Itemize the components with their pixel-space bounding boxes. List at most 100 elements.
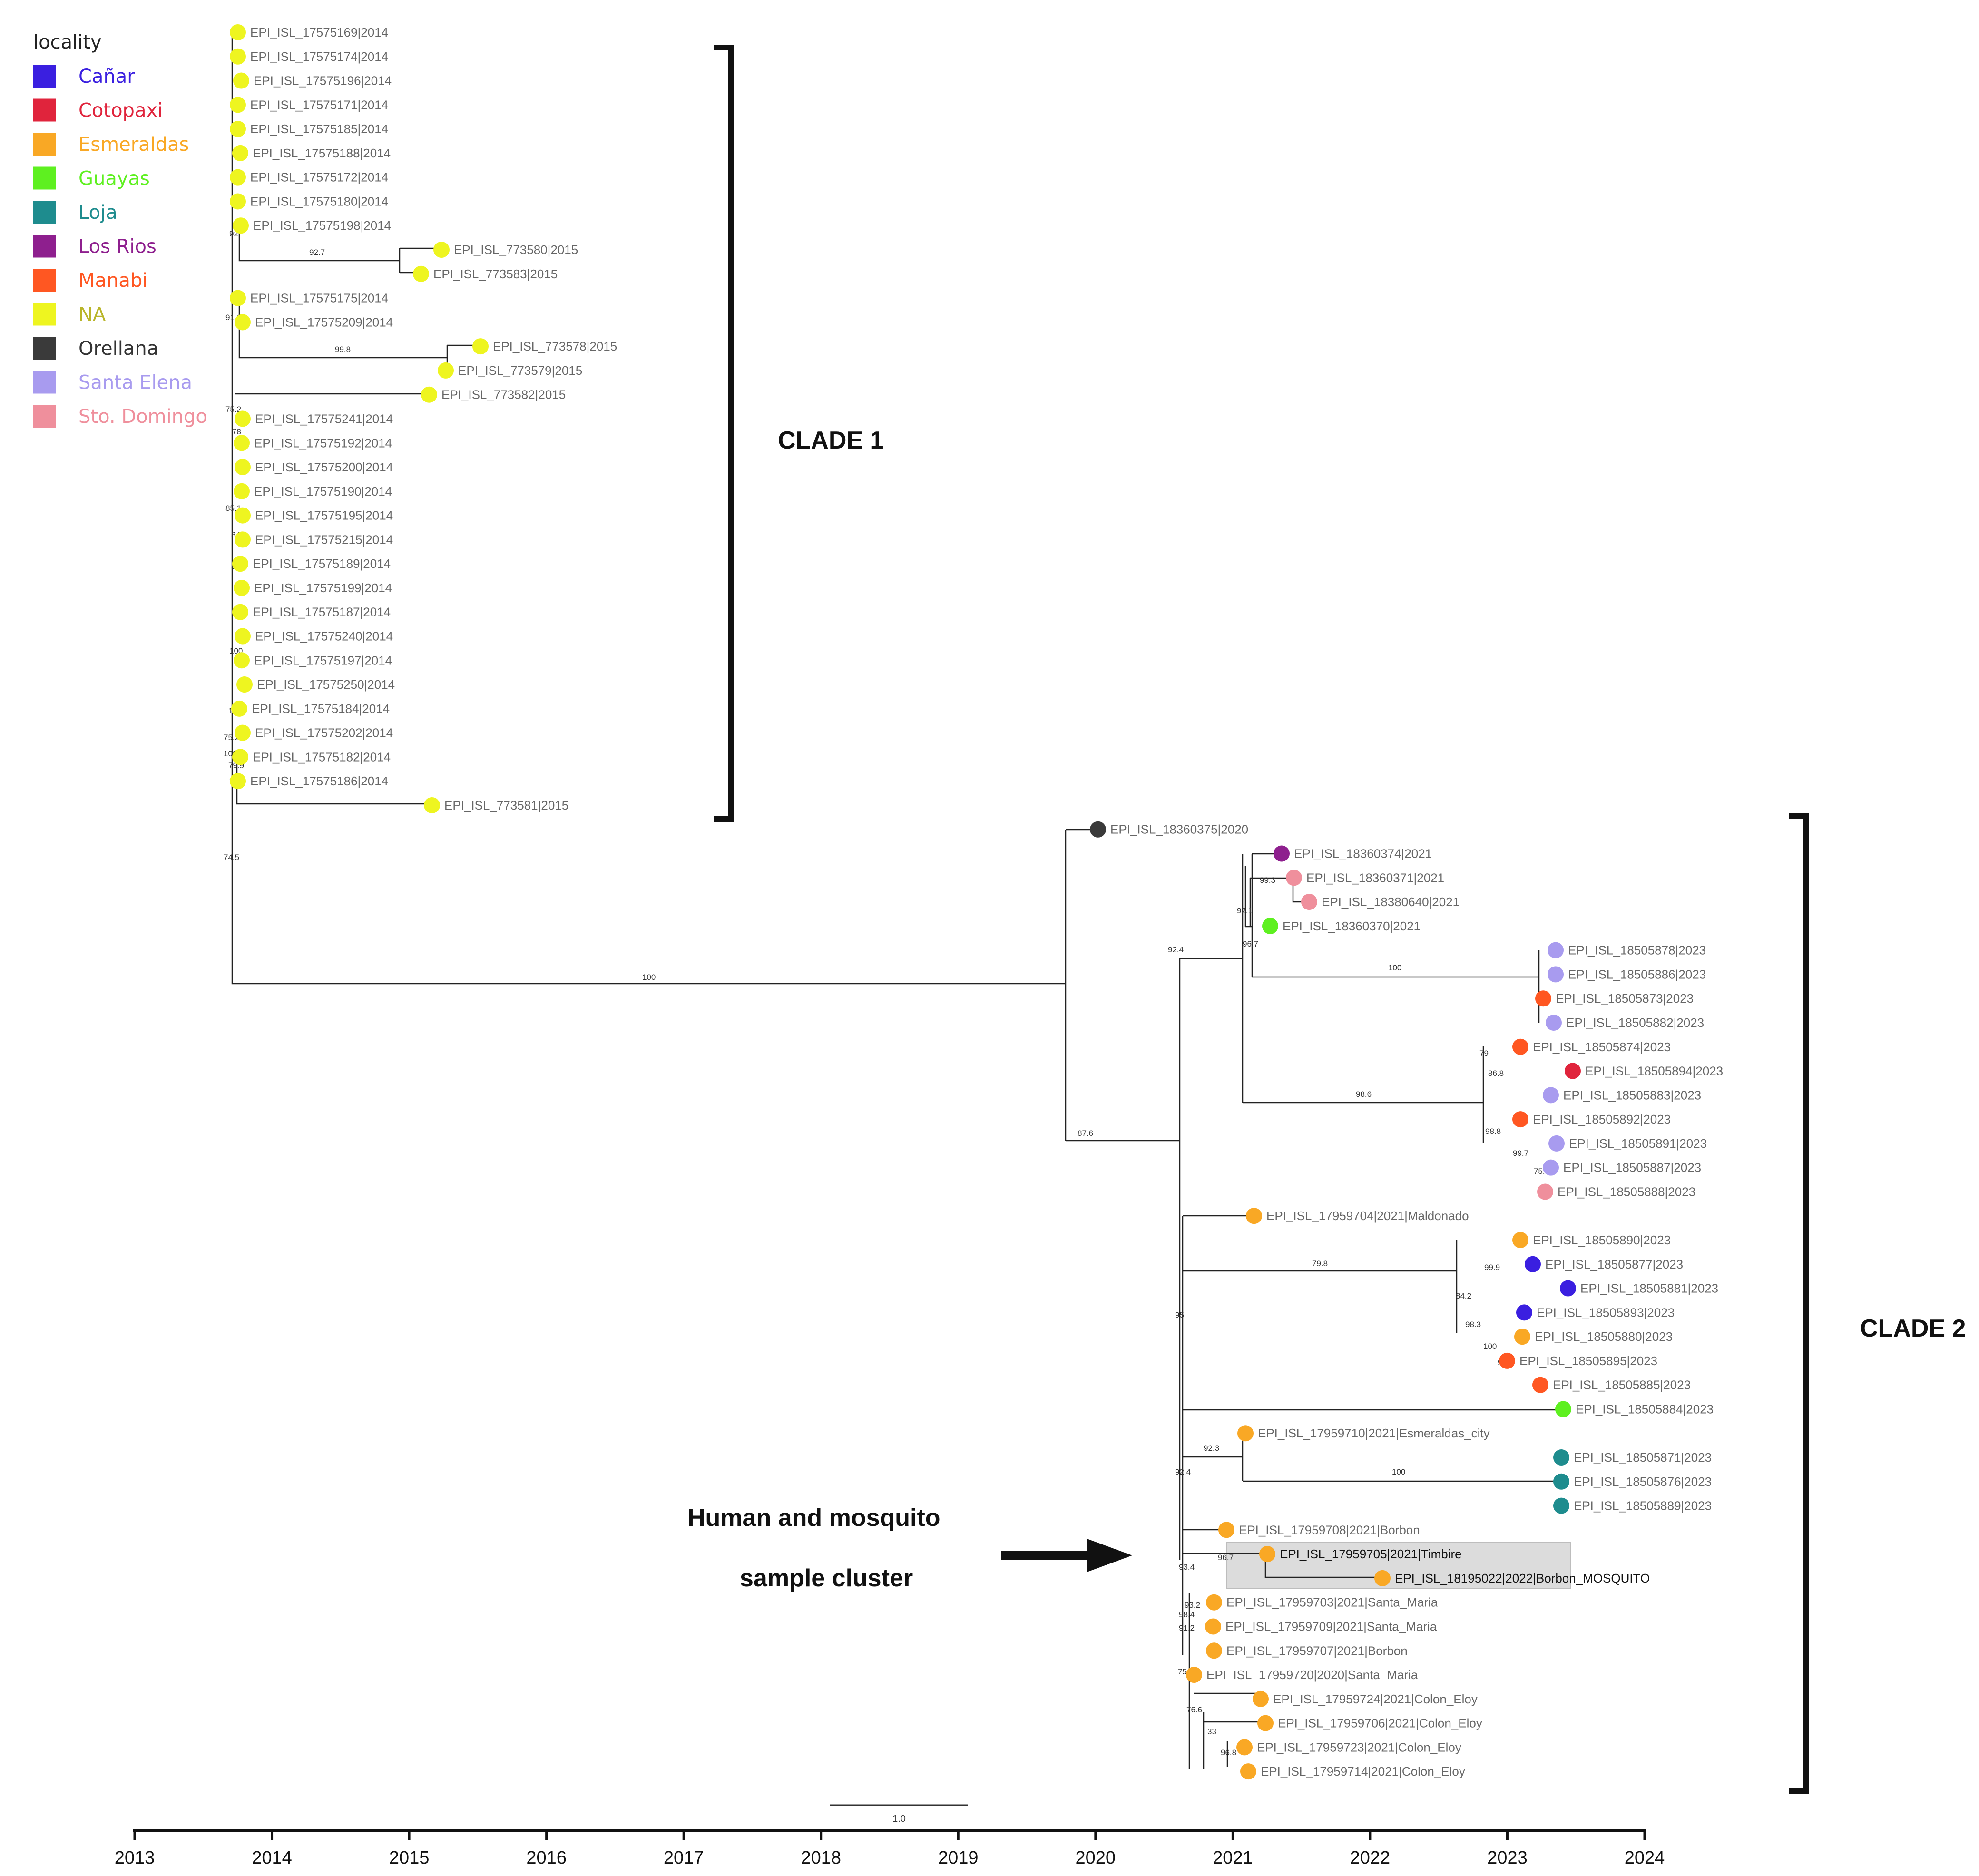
legend-title: locality xyxy=(33,31,102,53)
tip-label: EPI_ISL_17959723|2021|Colon_Eloy xyxy=(1257,1740,1461,1754)
axis-tick-label: 2020 xyxy=(1076,1848,1116,1868)
tip-node xyxy=(1512,1232,1528,1248)
tip-label: EPI_ISL_17575189|2014 xyxy=(253,557,391,571)
axis-tick-label: 2017 xyxy=(664,1848,704,1868)
support-value: 99.7 xyxy=(1513,1149,1528,1158)
tip-node xyxy=(1548,966,1564,983)
axis-tick-label: 2021 xyxy=(1213,1848,1253,1868)
tip-label: EPI_ISL_17959710|2021|Esmeraldas_city xyxy=(1258,1426,1490,1440)
support-value: 96.8 xyxy=(1221,1748,1236,1757)
tip-label: EPI_ISL_773580|2015 xyxy=(454,243,578,257)
support-value: 100 xyxy=(1388,963,1401,972)
tip-label: EPI_ISL_18505892|2023 xyxy=(1533,1112,1671,1126)
tip-node xyxy=(1555,1401,1571,1417)
tip-label: EPI_ISL_18505873|2023 xyxy=(1556,991,1694,1006)
tip-node xyxy=(230,97,246,113)
tip-node xyxy=(1535,990,1551,1007)
tip-label: EPI_ISL_18360374|2021 xyxy=(1294,847,1432,861)
support-value: 87.6 xyxy=(1078,1129,1093,1138)
tip-node xyxy=(1514,1329,1530,1345)
legend-swatch xyxy=(33,371,56,394)
tip-node xyxy=(235,628,251,645)
support-value: 33 xyxy=(1207,1727,1216,1736)
support-value: 99.9 xyxy=(1484,1263,1500,1272)
tip-label: EPI_ISL_17959706|2021|Colon_Eloy xyxy=(1278,1716,1482,1730)
legend-swatch xyxy=(33,337,56,360)
legend-label: Cañar xyxy=(78,66,135,88)
tip-label: EPI_ISL_18505891|2023 xyxy=(1569,1136,1707,1151)
highlight-box xyxy=(1226,1542,1571,1589)
tip-label: EPI_ISL_17575190|2014 xyxy=(254,484,392,498)
tip-node xyxy=(232,556,248,572)
tip-node xyxy=(235,410,251,427)
legend-swatch xyxy=(33,405,56,428)
tip-node xyxy=(232,145,248,161)
support-value: 91.2 xyxy=(1179,1623,1195,1632)
tip-label: EPI_ISL_17575198|2014 xyxy=(253,218,391,233)
tip-node xyxy=(1262,918,1278,934)
arrow-head-icon xyxy=(1087,1539,1132,1572)
tip-node xyxy=(1237,1425,1254,1442)
axis-tick-label: 2019 xyxy=(938,1848,979,1868)
support-value: 92.1 xyxy=(1237,906,1253,915)
tip-node xyxy=(1516,1304,1532,1321)
time-axis: 2013 2014 2015 2016 2017 2018 2019 2020 2021 2022… xyxy=(115,1829,1665,1868)
tip-label: EPI_ISL_17959705|2021|Timbire xyxy=(1280,1547,1462,1561)
legend-label: Manabi xyxy=(78,270,147,292)
legend-label: Cotopaxi xyxy=(78,100,163,122)
tip-node xyxy=(1543,1159,1559,1176)
tip-node xyxy=(230,193,246,210)
tip-node xyxy=(1548,942,1564,958)
tip-label: EPI_ISL_773582|2015 xyxy=(441,388,566,402)
tip-node xyxy=(1553,1449,1569,1466)
tip-label: EPI_ISL_17575172|2014 xyxy=(250,170,388,185)
tip-label: EPI_ISL_17959724|2021|Colon_Eloy xyxy=(1273,1692,1478,1706)
tip-label: EPI_ISL_17575180|2014 xyxy=(250,194,388,208)
support-value: 100 xyxy=(1483,1342,1497,1351)
support-value: 84.2 xyxy=(1456,1291,1471,1300)
support-value: 92.7 xyxy=(309,248,325,257)
legend-label: Santa Elena xyxy=(78,372,192,394)
axis-tick-label: 2013 xyxy=(115,1848,155,1868)
tip-label: EPI_ISL_18505878|2023 xyxy=(1568,943,1706,958)
tip-node xyxy=(1301,894,1317,910)
tip-label: EPI_ISL_18505882|2023 xyxy=(1566,1016,1704,1030)
tip-label: EPI_ISL_773583|2015 xyxy=(433,267,558,281)
legend-swatch xyxy=(33,303,56,326)
clade2-bracket xyxy=(1789,813,1809,1794)
axis-tick-label: 2015 xyxy=(389,1848,430,1868)
tip-label: EPI_ISL_17575195|2014 xyxy=(255,508,393,523)
tip-label: EPI_ISL_773581|2015 xyxy=(444,798,568,812)
axis-tick-label: 2014 xyxy=(252,1848,292,1868)
tip-node xyxy=(1186,1667,1202,1683)
tip-node xyxy=(1205,1618,1221,1635)
axis-tick-label: 2016 xyxy=(526,1848,567,1868)
tip-node xyxy=(1206,1594,1222,1611)
tip-label: EPI_ISL_18505885|2023 xyxy=(1553,1378,1691,1392)
tip-label: EPI_ISL_17575202|2014 xyxy=(255,726,393,740)
legend-swatch xyxy=(33,133,56,156)
tip-label: EPI_ISL_17959720|2020|Santa_Maria xyxy=(1206,1668,1418,1682)
tree-branches xyxy=(231,32,1560,1769)
tip-label: EPI_ISL_18505876|2023 xyxy=(1574,1475,1712,1489)
tip-label: EPI_ISL_17575188|2014 xyxy=(253,146,391,160)
tip-label: EPI_ISL_17959708|2021|Borbon xyxy=(1239,1523,1420,1537)
tip-node xyxy=(1553,1473,1569,1490)
tip-node xyxy=(233,72,249,89)
tip-node xyxy=(234,652,250,669)
tip-node xyxy=(438,362,454,379)
tip-label: EPI_ISL_17575240|2014 xyxy=(255,629,393,644)
tip-node xyxy=(230,48,246,65)
tip-node xyxy=(234,435,250,451)
tip-node xyxy=(1532,1377,1548,1393)
legend-label: Guayas xyxy=(78,168,150,190)
tip-node xyxy=(1274,845,1290,862)
tip-label: EPI_ISL_18505871|2023 xyxy=(1574,1450,1712,1465)
tip-label: EPI_ISL_18505888|2023 xyxy=(1558,1184,1695,1199)
tip-node xyxy=(235,507,251,524)
tip-label: EPI_ISL_17959707|2021|Borbon xyxy=(1226,1643,1408,1658)
tip-node xyxy=(1512,1038,1528,1055)
legend-label: Sto. Domingo xyxy=(78,406,207,428)
tip-node xyxy=(235,531,251,548)
